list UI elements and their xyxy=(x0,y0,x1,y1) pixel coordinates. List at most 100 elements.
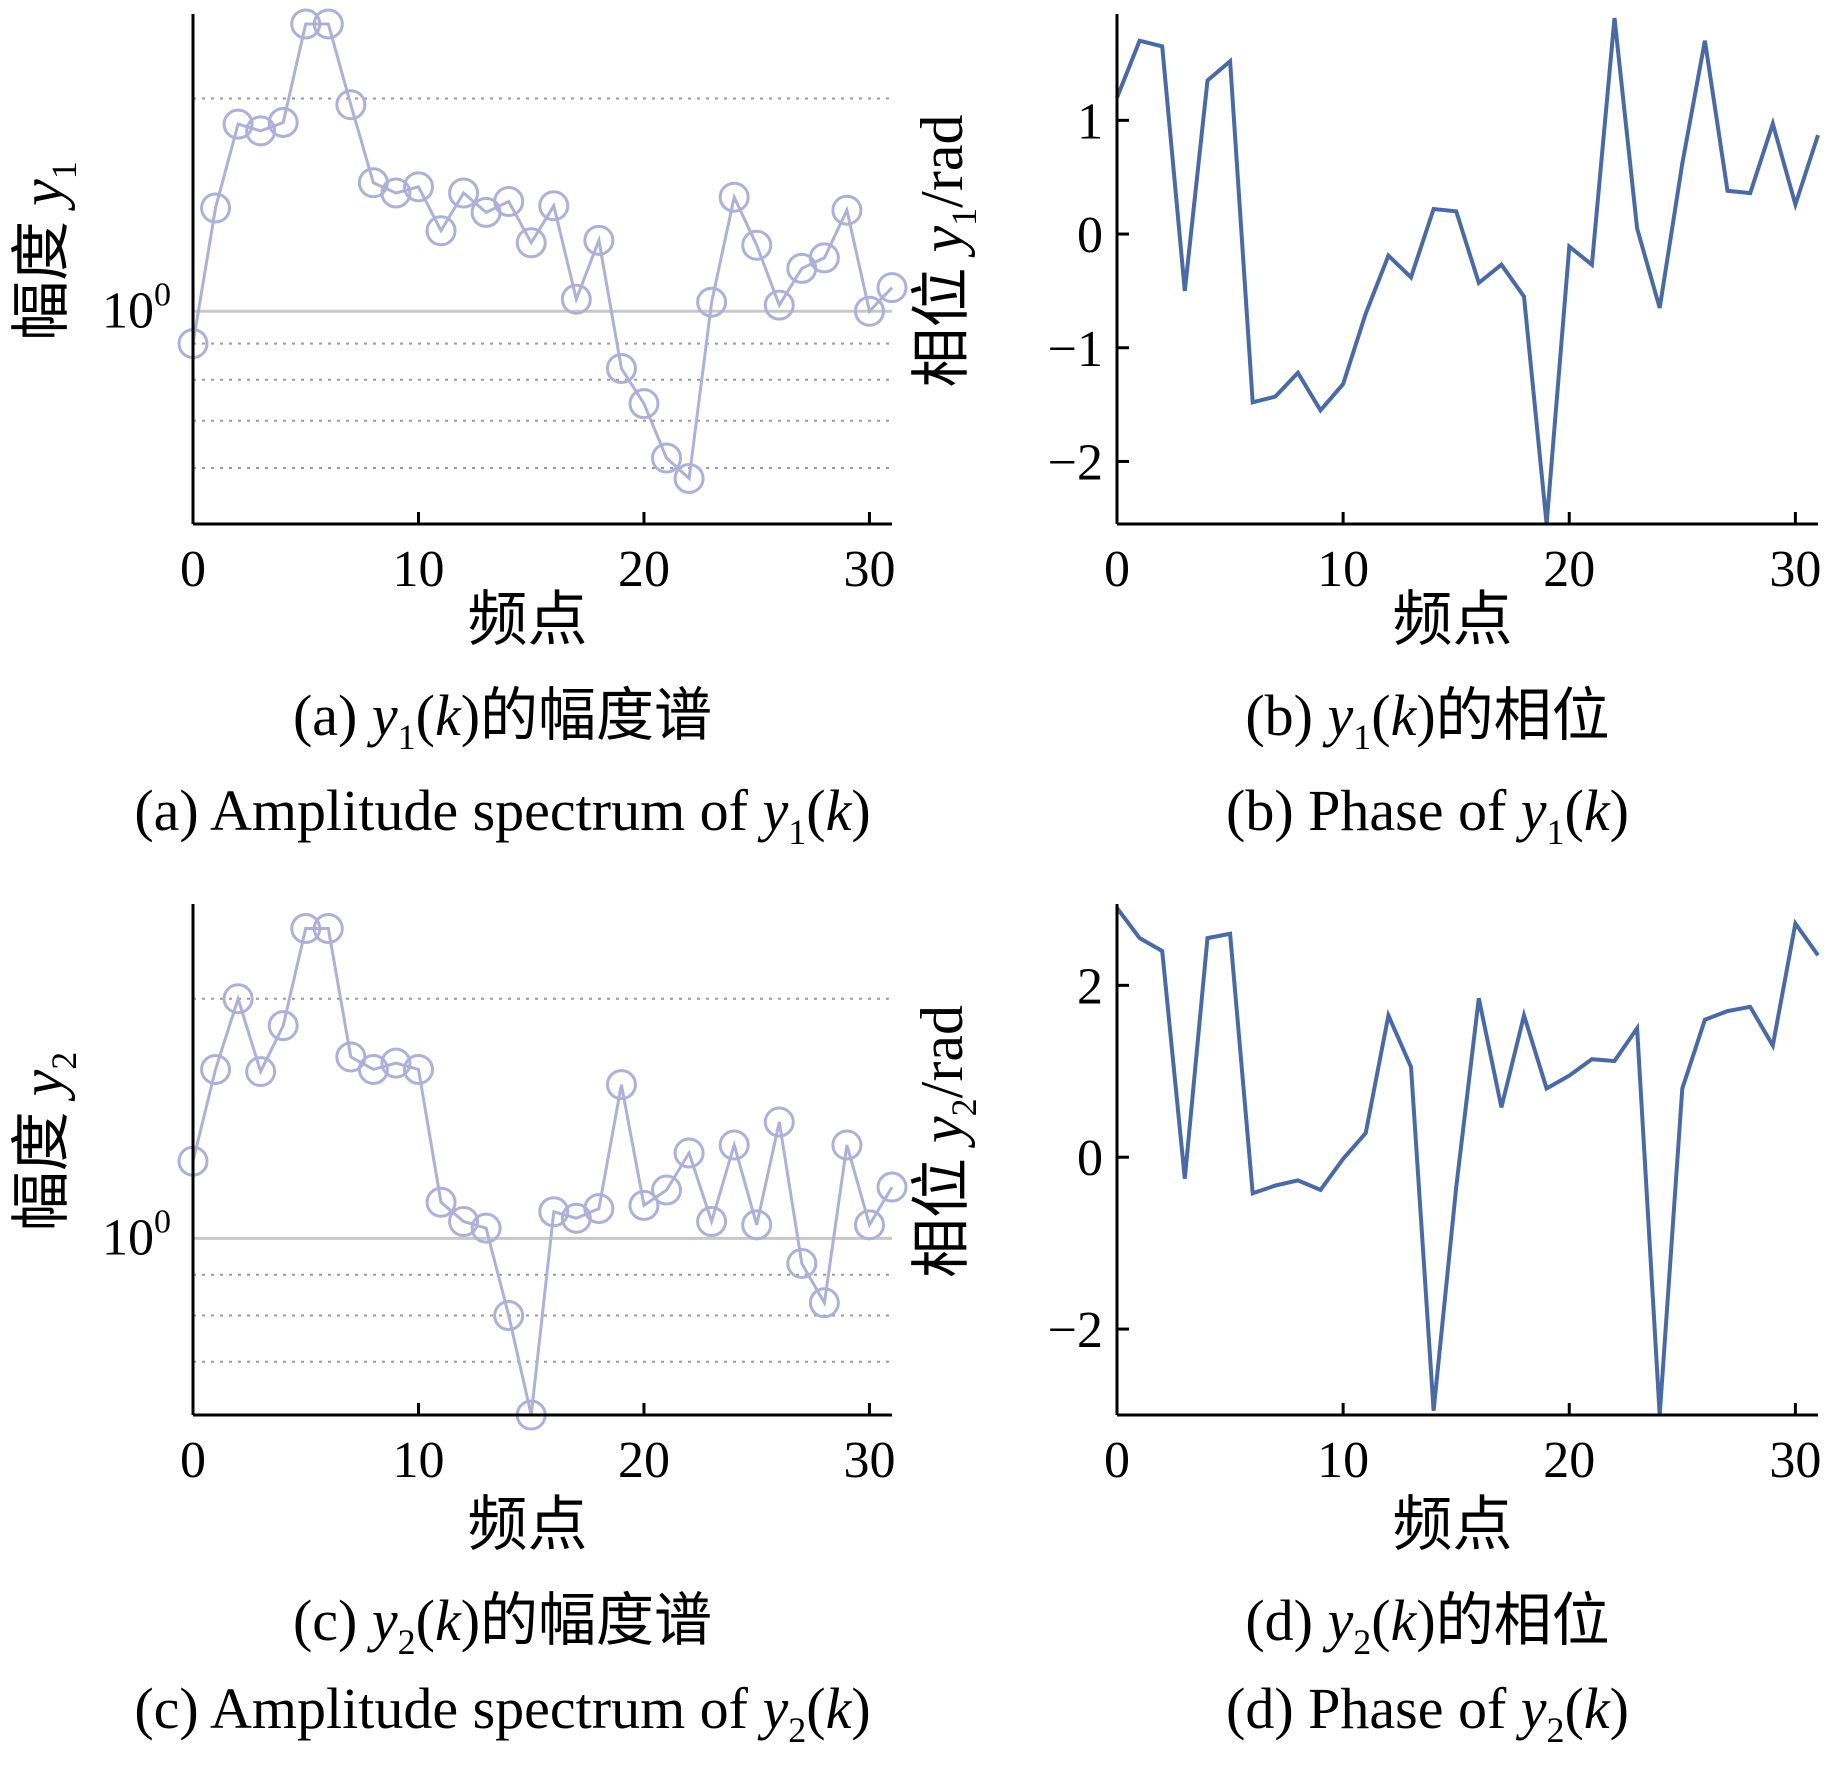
xtick-label: 30 xyxy=(843,541,895,598)
data-point xyxy=(380,177,412,209)
data-point xyxy=(222,108,254,140)
data-point xyxy=(448,177,480,209)
y-axis-label: 幅度 y1 xyxy=(9,161,84,341)
xtick-label: 30 xyxy=(1769,1432,1821,1489)
data-point xyxy=(245,1056,277,1088)
xtick-label: 0 xyxy=(1104,541,1130,598)
caption-cn: (c) y2(k)的幅度谱 xyxy=(293,1588,712,1662)
data-point xyxy=(515,227,547,259)
data-point xyxy=(448,1206,480,1238)
data-point xyxy=(808,1287,840,1319)
series-line xyxy=(1115,906,1820,1416)
data-point xyxy=(267,106,299,138)
data-point xyxy=(402,1053,434,1085)
data-point xyxy=(808,242,840,274)
data-point xyxy=(696,1206,728,1238)
data-point xyxy=(831,1129,863,1161)
xtick-label: 0 xyxy=(1104,1432,1130,1489)
data-point xyxy=(267,1010,299,1042)
data-point xyxy=(763,289,795,321)
data-point xyxy=(290,8,322,40)
data-point xyxy=(493,1300,525,1332)
xtick-label: 20 xyxy=(1543,1432,1595,1489)
y-axis-label-text: 相位 y1/rad xyxy=(909,115,984,388)
caption-cn: (b) y1(k)的相位 xyxy=(1245,683,1609,757)
panel-a: 100 0 10 20 30 频点 幅度 y1 (a) y1(k)的幅度谱 (a) Amplit… xyxy=(9,8,908,852)
data-point xyxy=(876,1171,908,1203)
data-point xyxy=(628,388,660,420)
data-point xyxy=(628,1189,660,1221)
data-point xyxy=(538,190,570,222)
xtick-label: 10 xyxy=(392,1432,444,1489)
data-point xyxy=(673,462,705,494)
xtick-label: 20 xyxy=(618,1432,670,1489)
data-point xyxy=(651,442,683,474)
ytick-label: 100 xyxy=(102,276,171,339)
ytick-label: −2 xyxy=(1048,1302,1103,1359)
ytick-label: 0 xyxy=(1077,1130,1103,1187)
ytick-label: −1 xyxy=(1048,321,1103,378)
x-axis-label: 频点 xyxy=(1393,587,1513,653)
caption-cn: (d) y2(k)的相位 xyxy=(1245,1588,1609,1662)
data-point xyxy=(200,192,232,224)
caption-en: (c) Amplitude spectrum of y2(k) xyxy=(134,1676,870,1750)
ytick-label: 100 xyxy=(102,1203,171,1266)
data-point xyxy=(538,1196,570,1228)
data-point xyxy=(651,1174,683,1206)
data-point xyxy=(853,295,885,327)
ytick-label: 1 xyxy=(1077,93,1103,150)
xtick-label: 20 xyxy=(1543,541,1595,598)
y-axis-label-text: 幅度 y2 xyxy=(9,1052,84,1232)
data-point xyxy=(786,1247,818,1279)
series-line xyxy=(191,22,894,482)
xtick-label: 30 xyxy=(1769,541,1821,598)
x-axis-label: 频点 xyxy=(468,1492,588,1558)
xtick-label: 0 xyxy=(180,541,206,598)
xtick-label: 10 xyxy=(1317,541,1369,598)
xtick-label: 20 xyxy=(618,541,670,598)
data-point xyxy=(560,283,592,315)
data-point xyxy=(290,913,322,945)
data-point xyxy=(583,1193,615,1225)
data-point xyxy=(425,1186,457,1218)
data-point xyxy=(312,8,344,40)
caption-en: (a) Amplitude spectrum of y1(k) xyxy=(134,778,870,852)
data-point xyxy=(200,1053,232,1085)
data-point xyxy=(763,1106,795,1138)
data-point xyxy=(853,1209,885,1241)
series-line xyxy=(1115,17,1820,525)
x-axis-label: 频点 xyxy=(1393,1492,1513,1558)
ytick-label: 2 xyxy=(1077,958,1103,1015)
caption-cn: (a) y1(k)的幅度谱 xyxy=(293,683,712,757)
data-point xyxy=(312,913,344,945)
data-point xyxy=(470,1212,502,1244)
caption-en: (b) Phase of y1(k) xyxy=(1226,778,1629,852)
data-point xyxy=(718,181,750,213)
data-point xyxy=(245,115,277,147)
caption-en: (d) Phase of y2(k) xyxy=(1226,1676,1629,1750)
data-point xyxy=(696,286,728,318)
data-point xyxy=(605,1069,637,1101)
xtick-label: 10 xyxy=(392,541,444,598)
y-axis-label-text: 幅度 y1 xyxy=(9,161,84,341)
data-point xyxy=(583,224,615,256)
xtick-label: 30 xyxy=(843,1432,895,1489)
panel-b: 0 10 20 30 −2 −1 0 1 频点 相位 y1/rad (b) y1(k)的相位 (b) … xyxy=(909,14,1821,852)
data-point xyxy=(741,1209,773,1241)
data-point xyxy=(493,185,525,217)
y-axis-label: 相位 y2/rad xyxy=(909,1005,984,1278)
data-point xyxy=(222,983,254,1015)
data-point xyxy=(380,1047,412,1079)
xtick-label: 10 xyxy=(1317,1432,1369,1489)
data-point xyxy=(718,1129,750,1161)
data-point xyxy=(831,194,863,226)
y-axis-label-text: 相位 y2/rad xyxy=(909,1005,984,1278)
y-axis-label: 幅度 y2 xyxy=(9,1052,84,1232)
ytick-label: 0 xyxy=(1077,207,1103,264)
data-point xyxy=(605,352,637,384)
x-axis-label: 频点 xyxy=(468,587,588,653)
data-point xyxy=(335,89,367,121)
data-point xyxy=(425,215,457,247)
data-point xyxy=(876,272,908,304)
panel-c: 100 0 10 20 30 频点 幅度 y2 (c) y2(k)的幅度谱 (c) Amplit… xyxy=(9,904,908,1750)
